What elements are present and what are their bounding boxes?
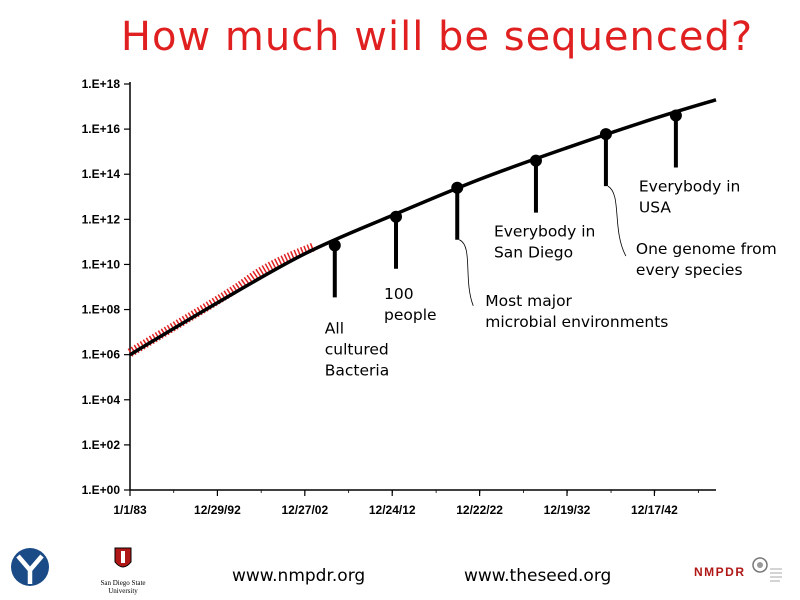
x-tick-label: 12/22/22 bbox=[456, 503, 503, 517]
y-tick-label: 1.E+02 bbox=[82, 438, 121, 452]
milestone-dot bbox=[669, 109, 682, 122]
milestone-label: 100 bbox=[384, 285, 414, 303]
y-tick-label: 1.E+06 bbox=[82, 348, 121, 362]
y-tick-label: 1.E+08 bbox=[82, 303, 121, 317]
x-tick-label: 12/29/92 bbox=[194, 503, 241, 517]
x-tick-label: 12/19/32 bbox=[544, 503, 591, 517]
nmpdr-link[interactable]: www.nmpdr.org bbox=[232, 566, 366, 586]
milestone-label: USA bbox=[639, 199, 671, 217]
sdsu-logo: San Diego State University bbox=[92, 546, 154, 595]
milestone-dot bbox=[529, 154, 542, 167]
y-tick-label: 1.E+10 bbox=[82, 257, 121, 271]
milestone-label: One genome from bbox=[636, 240, 777, 258]
y-tick-label: 1.E+18 bbox=[82, 77, 121, 91]
milestone-dot bbox=[451, 181, 464, 194]
milestone-label: Most major bbox=[485, 292, 572, 310]
y-tick-label: 1.E+16 bbox=[82, 122, 121, 136]
milestone-label: All bbox=[325, 319, 344, 337]
projection-line bbox=[129, 98, 717, 357]
milestone-label: cultured bbox=[325, 340, 389, 358]
sdsu-shield-icon bbox=[114, 547, 132, 568]
x-tick-label: 1/1/83 bbox=[113, 503, 147, 517]
milestone-label: every species bbox=[636, 261, 743, 279]
x-tick-label: 12/24/12 bbox=[369, 503, 416, 517]
milestone-dot bbox=[328, 239, 341, 252]
x-tick-label: 12/17/42 bbox=[631, 503, 678, 517]
milestone-label: microbial environments bbox=[485, 313, 668, 331]
sdsu-name-line1: San Diego State bbox=[100, 579, 146, 587]
milestone-label: Everybody in bbox=[639, 178, 740, 196]
milestone-label: Bacteria bbox=[325, 361, 389, 379]
y-tick-label: 1.E+12 bbox=[82, 212, 121, 226]
milestone-label: Everybody in bbox=[494, 223, 595, 241]
y-tick-label: 1.E+04 bbox=[82, 393, 121, 407]
milestone-label: people bbox=[384, 306, 437, 324]
milestone-dot bbox=[390, 210, 403, 223]
seed-logo-icon bbox=[10, 546, 50, 593]
milestone-label: San Diego bbox=[494, 244, 573, 262]
leader-line bbox=[459, 239, 474, 306]
nmpdr-emblem-icon bbox=[752, 557, 782, 582]
slide-title: How much will be sequenced? bbox=[120, 14, 754, 60]
y-tick-label: 1.E+00 bbox=[82, 483, 121, 497]
leader-line bbox=[607, 185, 627, 257]
x-tick-label: 12/27/02 bbox=[281, 503, 328, 517]
nmpdr-logo: NMPDR bbox=[694, 555, 784, 589]
sdsu-name-line2: University bbox=[108, 587, 138, 595]
y-tick-label: 1.E+14 bbox=[82, 167, 121, 181]
nmpdr-logo-text: NMPDR bbox=[694, 565, 746, 580]
milestone-dot bbox=[599, 128, 612, 141]
theseed-link[interactable]: www.theseed.org bbox=[464, 566, 612, 586]
